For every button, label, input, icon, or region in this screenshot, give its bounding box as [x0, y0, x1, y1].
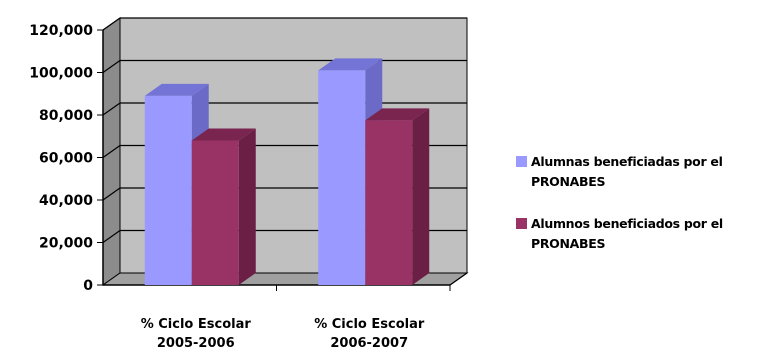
bar	[318, 70, 366, 285]
legend-item-alumnas: Alumnas beneficiadas por el PRONABES	[516, 152, 778, 192]
y-tick-label: 20,000	[39, 236, 93, 252]
x-tick-label-line: % Ciclo Escolar	[141, 317, 252, 332]
legend-item-alumnos: Alumnos beneficiados por el PRONABES	[516, 214, 778, 254]
x-tick-label: % Ciclo Escolar 2006-2007	[314, 317, 425, 351]
bar-top	[191, 128, 256, 141]
bar-top	[365, 108, 430, 121]
bar	[144, 95, 192, 285]
y-tick-label: 60,000	[39, 151, 93, 167]
legend-label-alumnos: Alumnos beneficiados por el PRONABES	[531, 216, 723, 251]
gridline-side	[102, 145, 121, 158]
y-tick-labels: 0 20,000 40,000 60,000 80,000 100,000 120,000	[29, 23, 93, 294]
bar-top	[144, 83, 209, 96]
bars	[144, 58, 430, 285]
x-tick-labels: % Ciclo Escolar 2005-2006 % Ciclo Escolar 2…	[141, 317, 425, 351]
gridline-side	[102, 102, 121, 116]
gridline-side	[102, 187, 121, 201]
bar-side	[238, 128, 256, 285]
x-tick-label-line: 2006-2007	[330, 336, 408, 351]
legend-swatch-alumnas	[516, 156, 527, 167]
bar-top	[318, 58, 383, 71]
y-tick-label: 80,000	[39, 108, 93, 124]
x-tick-label-line: % Ciclo Escolar	[314, 317, 425, 332]
y-tick-label: 120,000	[29, 23, 93, 39]
legend: Alumnas beneficiadas por el PRONABES Alu…	[516, 152, 778, 276]
y-tick-label: 0	[83, 278, 93, 294]
bar	[191, 140, 239, 285]
legend-label-alumnas: Alumnas beneficiadas por el PRONABES	[531, 154, 723, 189]
gridline-side	[102, 17, 121, 31]
x-tick-label-line: 2005-2006	[157, 336, 235, 351]
x-axis-depth	[449, 272, 468, 286]
y-tick-label: 40,000	[39, 193, 93, 209]
gridline-side	[102, 60, 121, 73]
bar	[365, 120, 413, 285]
y-tick-label: 100,000	[29, 66, 93, 82]
x-tick-label: % Ciclo Escolar 2005-2006	[141, 317, 252, 351]
bar-side	[412, 108, 430, 285]
gridline-side	[102, 230, 121, 243]
legend-swatch-alumnos	[516, 218, 527, 229]
